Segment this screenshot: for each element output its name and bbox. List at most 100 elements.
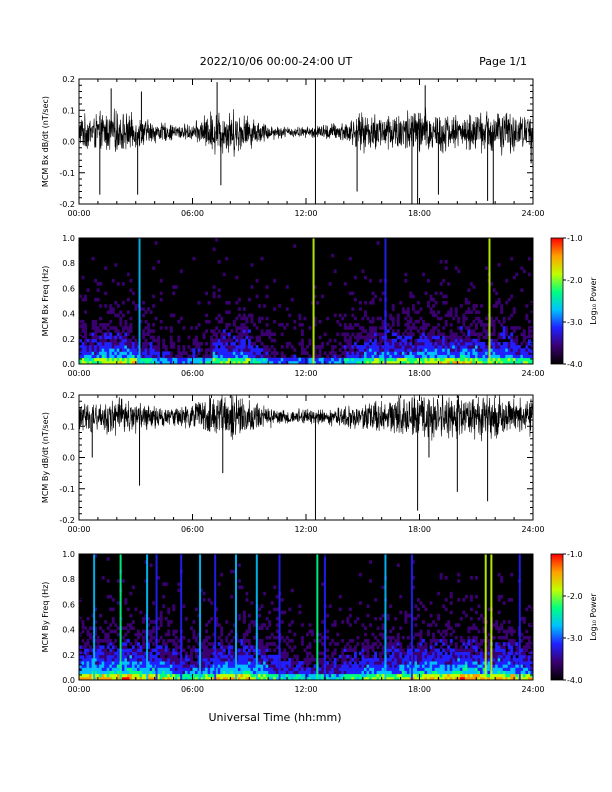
bx-spectrogram-cell	[427, 335, 430, 340]
by-spectrogram-cell	[265, 648, 269, 653]
bx-spectrogram-cell	[474, 348, 478, 352]
by-spectrogram-cell	[220, 673, 224, 678]
bx-spectrogram-cell	[220, 341, 224, 346]
bx-spectrogram-cell	[404, 345, 408, 349]
by-spectrogram-cell	[331, 667, 335, 671]
bx-spectrogram-cell	[472, 329, 476, 333]
by-spectrogram-cell	[189, 648, 193, 653]
bx-spectrogram-cell	[510, 351, 514, 355]
by-spectrogram-cell	[189, 651, 193, 656]
by-spectrogram-cell	[331, 651, 335, 656]
by-spectrogram-cell	[205, 664, 209, 668]
bx-spectrogram-cell	[527, 348, 531, 352]
bx-spectrogram-cell	[422, 345, 425, 349]
by-spectrogram-cell	[94, 620, 98, 624]
bx-spectrogram-cell	[500, 332, 504, 337]
by-spectrogram-cell	[462, 651, 466, 656]
by-spectrogram-cell	[121, 661, 125, 665]
bx-spectrogram-cell	[406, 332, 410, 337]
by-spectrogram-cell	[164, 661, 168, 665]
bx-spectrogram-cell	[303, 360, 307, 365]
by-spectrogram-cell	[84, 670, 87, 675]
by-spectrogram-cell	[159, 620, 163, 624]
bx-spectrogram-cell	[200, 360, 203, 365]
by-spectrogram-cell	[442, 642, 446, 646]
bx-spectrogram-cell	[480, 345, 483, 349]
by-spectrogram-cell	[195, 635, 198, 640]
bx-spectrogram-cell	[232, 341, 236, 346]
bx-spectrogram-cell	[485, 351, 488, 355]
bx-spectrogram-cell	[454, 307, 458, 311]
bx-spectrogram-cell	[81, 297, 85, 302]
bx-spectrogram-cell	[260, 357, 264, 362]
by-spectrogram-cell	[512, 651, 516, 656]
bx-spectrogram-cell	[416, 354, 420, 359]
bx-spectrogram-cell	[81, 354, 85, 359]
by-spectrogram-cell	[189, 667, 193, 671]
by-spectrogram-cell	[444, 670, 448, 675]
bx-spectrogram-cell	[442, 351, 446, 355]
by-spectrogram-cell	[379, 661, 383, 665]
by-spectrogram-cell	[437, 651, 441, 656]
bx-spectrogram-cell	[96, 329, 100, 333]
bx-spectrogram-cell	[300, 360, 304, 365]
bx-spectrogram-cell	[480, 348, 483, 352]
by-spectrogram-cell	[520, 664, 524, 668]
bx-spectrogram-cell	[253, 354, 256, 359]
by-spectrogram-cell	[366, 676, 370, 681]
bx-spectrogram-cell	[154, 338, 158, 343]
bx-spectrogram-cell	[187, 345, 191, 349]
bx-spectrogram-cell	[242, 354, 246, 359]
bx-spectrogram-cell	[434, 291, 438, 296]
bx-spectrogram-cell	[217, 357, 221, 362]
bx-spectrogram-cell	[379, 341, 383, 346]
by-spectrogram-cell	[242, 651, 246, 656]
by-spectrogram-cell	[263, 670, 267, 675]
bx-spectrogram-cell	[96, 345, 100, 349]
bx-spectrogram-cell	[331, 357, 335, 362]
bx-spectrogram-cell	[364, 348, 367, 352]
by-spectrogram-cell	[371, 657, 375, 662]
bx-spectrogram-cell	[162, 351, 166, 355]
by-spectrogram-cell	[467, 648, 471, 653]
by-spectrogram-vertical-line	[235, 554, 238, 680]
bx-spectrogram-cell	[477, 332, 481, 337]
by-spectrogram-cell	[94, 651, 98, 656]
by-spectrogram-cell	[515, 670, 519, 675]
by-spectrogram-cell	[260, 673, 264, 678]
bx-spectrogram-cell	[374, 338, 378, 343]
bx-spectrogram-cell	[210, 341, 214, 346]
bx-spectrogram-cell	[240, 335, 244, 340]
bx-spectrogram-cell	[318, 360, 322, 365]
bx-spectrogram-cell	[394, 338, 398, 343]
by-spectrogram-cell	[270, 673, 274, 678]
bx-spectrogram-cell	[157, 341, 161, 346]
by-spectrogram-cell	[442, 670, 446, 675]
by-spectrogram-cell	[129, 676, 133, 681]
bx-spectrogram-cell	[84, 297, 87, 302]
bx-spectrogram-cell	[131, 357, 135, 362]
by-spectrogram-cell	[109, 607, 113, 612]
by-spectrogram-cell	[502, 635, 506, 640]
by-spectrogram-cell	[195, 651, 198, 656]
by-spectrogram-cell	[432, 651, 436, 656]
by-spectrogram-cell	[369, 657, 372, 662]
bx-spectrogram-cell	[232, 335, 236, 340]
by-spectrogram-cell	[333, 642, 337, 646]
bx-spectrogram-cell	[459, 354, 463, 359]
by-spectrogram-cell	[159, 667, 163, 671]
by-spectrogram-cell	[227, 654, 231, 659]
bx-spectrogram-cell	[84, 332, 87, 337]
by-spectrogram-cell	[424, 651, 428, 656]
bx-spectrogram-cell	[356, 323, 360, 327]
by-spectrogram-cell	[358, 676, 362, 681]
by-spectrogram-cell	[79, 664, 82, 668]
bx-spectrogram-cell	[404, 278, 408, 283]
bx-spectrogram-ytick-label: 0.0	[62, 360, 75, 369]
by-spectrogram-cell	[525, 670, 529, 675]
bx-spectrogram-cell	[278, 360, 282, 365]
bx-spectrogram-cell	[527, 360, 531, 365]
bx-spectrogram-cell	[91, 351, 95, 355]
